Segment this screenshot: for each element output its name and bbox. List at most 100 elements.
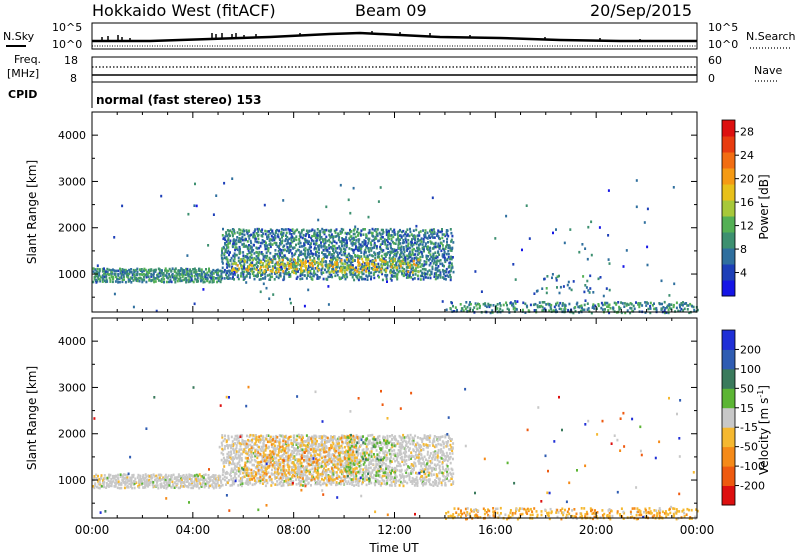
power-cell xyxy=(316,273,319,277)
power-cell xyxy=(130,281,133,284)
power-cell xyxy=(632,304,635,308)
velocity-cell xyxy=(259,473,262,477)
power-cell xyxy=(368,274,371,277)
power-cell xyxy=(174,270,177,273)
velocity-cell xyxy=(237,474,240,478)
power-cell xyxy=(225,262,228,266)
power-cell xyxy=(307,250,310,253)
velocity-cell xyxy=(282,476,285,480)
power-cell xyxy=(271,275,274,279)
power-cell xyxy=(451,246,454,250)
power-cell xyxy=(340,253,343,257)
velocity-cell xyxy=(304,470,306,474)
power-cell xyxy=(231,265,234,269)
velocity-cell xyxy=(250,458,253,462)
velocity-cell xyxy=(223,478,226,482)
power-cell xyxy=(310,252,313,255)
power-cell xyxy=(189,268,192,271)
power-cell xyxy=(418,261,421,264)
power-cell xyxy=(331,235,333,238)
power-cell xyxy=(247,234,250,238)
velocity-cell xyxy=(347,463,350,467)
power-cell xyxy=(293,238,296,242)
power-cell xyxy=(249,246,252,250)
velocity-cell xyxy=(331,475,333,478)
velocity-cell xyxy=(278,481,281,485)
power-cell xyxy=(336,258,339,261)
power-cell xyxy=(626,309,629,312)
power-cell xyxy=(625,304,628,307)
velocity-cell xyxy=(241,479,244,483)
power-cell xyxy=(165,269,168,272)
velocity-cell xyxy=(227,446,229,450)
power-cell xyxy=(545,287,548,290)
power-cell xyxy=(394,259,396,263)
power-cell xyxy=(681,304,684,307)
velocity-cell xyxy=(336,457,339,460)
power-cell xyxy=(399,262,402,265)
power-cell xyxy=(363,250,366,254)
power-cell xyxy=(201,278,204,282)
power-cell xyxy=(450,262,453,265)
power-cell xyxy=(333,251,336,255)
power-cell xyxy=(331,263,334,266)
power-cell xyxy=(136,270,139,274)
power-cell xyxy=(169,278,172,281)
velocity-cell xyxy=(296,470,298,474)
velocity-cell xyxy=(185,473,188,477)
power-cell xyxy=(305,277,308,280)
power-cell xyxy=(254,235,256,238)
velocity-cell xyxy=(338,442,340,445)
velocity-cell xyxy=(398,469,401,472)
power-cell xyxy=(693,308,696,312)
velocity-cell xyxy=(404,480,407,483)
power-cell xyxy=(250,241,253,245)
velocity-cell xyxy=(252,471,254,475)
power-cell xyxy=(314,267,317,270)
power-cell xyxy=(442,272,445,276)
power-cell xyxy=(208,270,211,273)
power-cell xyxy=(320,271,323,274)
power-cell xyxy=(230,256,233,260)
power-cell xyxy=(242,275,245,278)
power-cell xyxy=(440,242,443,245)
velocity-cell xyxy=(400,470,403,473)
power-cell xyxy=(167,269,170,273)
power-cell xyxy=(127,272,130,276)
velocity-cell xyxy=(228,463,231,467)
velocity-cell xyxy=(337,450,340,453)
velocity-cell xyxy=(123,476,126,480)
power-cell xyxy=(310,242,313,245)
power-cell xyxy=(232,228,235,232)
power-cell xyxy=(261,253,264,256)
power-cell xyxy=(111,280,114,284)
velocity-cell xyxy=(370,453,373,457)
velocity-cell xyxy=(214,484,217,488)
power-cell xyxy=(430,228,433,232)
power-cell xyxy=(584,247,587,250)
power-cell xyxy=(147,272,150,275)
power-cell xyxy=(367,237,370,241)
power-cell xyxy=(682,309,685,312)
velocity-cell xyxy=(233,467,236,470)
velocity-cell xyxy=(201,475,204,478)
power-cell xyxy=(305,232,308,236)
velocity-cell xyxy=(278,449,281,453)
velocity-cell xyxy=(253,463,255,467)
power-cell xyxy=(340,242,343,246)
power-cell xyxy=(349,263,352,267)
power-cell xyxy=(390,274,393,277)
power-cell xyxy=(529,303,532,307)
power-cell xyxy=(287,270,290,274)
power-cell xyxy=(449,261,451,264)
power-cell xyxy=(341,268,344,271)
power-cell xyxy=(160,280,163,283)
velocity-cell xyxy=(273,464,276,468)
power-cell xyxy=(229,251,231,254)
power-cell xyxy=(352,236,355,240)
power-cell xyxy=(447,256,450,259)
power-cell xyxy=(451,301,453,305)
power-cell xyxy=(514,302,517,305)
velocity-cell xyxy=(368,460,371,464)
velocity-cell xyxy=(401,443,404,447)
